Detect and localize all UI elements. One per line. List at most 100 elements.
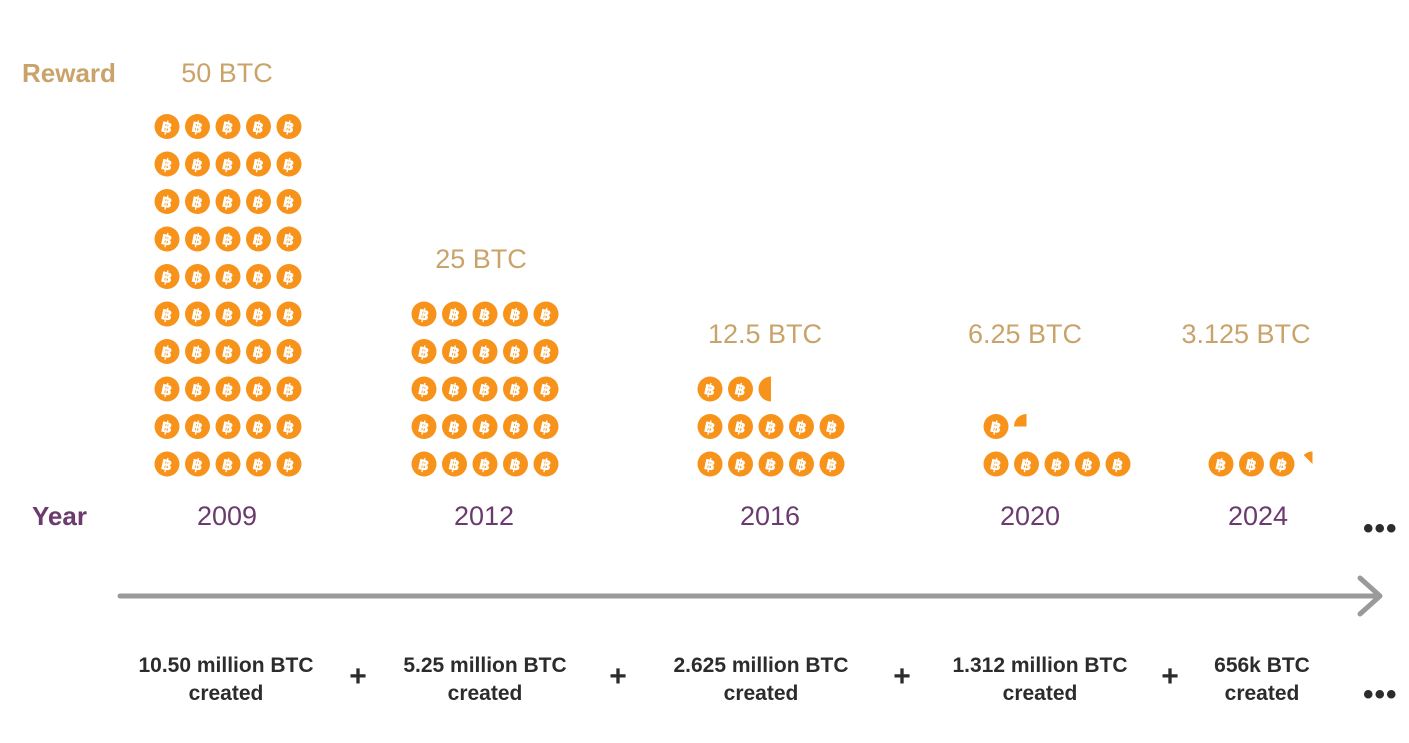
bitcoin-icon-2016-10: ฿ — [697, 376, 723, 402]
svg-text:฿: ฿ — [159, 379, 174, 400]
bitcoin-icon-2009-18: ฿ — [246, 339, 271, 364]
bitcoin-icon-2009-9: ฿ — [276, 414, 302, 439]
svg-text:฿: ฿ — [988, 454, 1003, 475]
bitcoin-icon-2009-43: ฿ — [246, 151, 271, 177]
svg-text:฿: ฿ — [447, 304, 462, 325]
created-ellipsis: ••• — [1363, 678, 1398, 711]
bitcoin-icon-2009-46: ฿ — [185, 114, 210, 139]
bitcoin-icon-2012-13: ฿ — [503, 376, 528, 402]
bitcoin-icon-2016-2: ฿ — [758, 451, 784, 477]
year-2009: 2009 — [196, 501, 258, 531]
svg-text:฿: ฿ — [538, 454, 553, 475]
bitcoin-icon-2009-3: ฿ — [246, 451, 271, 477]
bitcoin-icon-2012-21: ฿ — [442, 301, 467, 327]
svg-text:฿: ฿ — [477, 379, 492, 400]
svg-text:฿: ฿ — [794, 454, 809, 475]
bitcoin-icon-2009-1: ฿ — [185, 451, 210, 477]
bitcoin-icon-2009-23: ฿ — [246, 301, 271, 327]
svg-text:฿: ฿ — [251, 154, 266, 175]
bitcoin-icon-2012-20: ฿ — [411, 301, 437, 327]
bitcoin-icon-2024-0: ฿ — [1208, 451, 1234, 477]
svg-text:฿: ฿ — [702, 379, 717, 400]
svg-text:฿: ฿ — [190, 117, 205, 138]
bitcoin-partial-icon-2020 — [1014, 414, 1027, 427]
svg-text:฿: ฿ — [251, 229, 266, 250]
svg-text:฿: ฿ — [220, 192, 235, 213]
svg-text:฿: ฿ — [824, 454, 839, 475]
year-2012: 2012 — [453, 501, 515, 531]
svg-text:฿: ฿ — [538, 417, 553, 438]
bitcoin-icon-2012-9: ฿ — [533, 414, 559, 439]
svg-text:฿: ฿ — [281, 229, 296, 250]
svg-text:฿: ฿ — [220, 267, 235, 288]
svg-text:฿: ฿ — [508, 379, 523, 400]
svg-text:฿: ฿ — [447, 379, 462, 400]
bitcoin-icon-2016-8: ฿ — [789, 414, 814, 439]
svg-text:฿: ฿ — [702, 417, 717, 438]
svg-text:฿: ฿ — [190, 342, 205, 363]
svg-text:฿: ฿ — [190, 417, 205, 438]
svg-text:฿: ฿ — [159, 229, 174, 250]
svg-text:฿: ฿ — [1110, 454, 1125, 475]
svg-text:฿: ฿ — [702, 454, 717, 475]
bitcoin-icon-2009-35: ฿ — [154, 189, 180, 214]
created-2009: 10.50 million BTC created — [138, 654, 314, 705]
bitcoin-icon-2016-7: ฿ — [758, 414, 784, 439]
bitcoin-icon-2009-22: ฿ — [215, 301, 241, 327]
bitcoin-icon-2009-34: ฿ — [276, 226, 302, 252]
reward-label-2020: 6.25 BTC — [967, 319, 1083, 349]
bitcoin-partial-icon-2016 — [758, 376, 771, 402]
bitcoin-icon-2020-2: ฿ — [1044, 451, 1070, 477]
plus-sign-4: + — [1161, 660, 1179, 693]
svg-text:฿: ฿ — [1274, 454, 1289, 475]
svg-text:฿: ฿ — [733, 454, 748, 475]
bitcoin-icon-2012-8: ฿ — [503, 414, 528, 439]
svg-text:฿: ฿ — [1080, 454, 1095, 475]
bitcoin-icon-2016-5: ฿ — [697, 414, 723, 439]
bitcoin-icon-2009-16: ฿ — [185, 339, 210, 364]
svg-text:฿: ฿ — [220, 417, 235, 438]
reward-row-label: Reward — [22, 58, 116, 88]
bitcoin-icon-2012-0: ฿ — [411, 451, 437, 477]
bitcoin-icon-2009-25: ฿ — [154, 264, 180, 289]
svg-text:฿: ฿ — [159, 304, 174, 325]
svg-text:฿: ฿ — [281, 192, 296, 213]
bitcoin-icon-2009-28: ฿ — [246, 264, 271, 289]
svg-text:฿: ฿ — [733, 379, 748, 400]
bitcoin-icon-2024-1: ฿ — [1239, 451, 1264, 477]
svg-text:฿: ฿ — [159, 154, 174, 175]
bitcoin-icon-2009-45: ฿ — [154, 114, 180, 139]
bitcoin-icon-2009-13: ฿ — [246, 376, 271, 402]
svg-text:฿: ฿ — [251, 342, 266, 363]
svg-text:฿: ฿ — [763, 454, 778, 475]
svg-text:฿: ฿ — [281, 117, 296, 138]
bitcoin-icon-2012-23: ฿ — [503, 301, 528, 327]
svg-text:฿: ฿ — [281, 154, 296, 175]
svg-text:฿: ฿ — [281, 417, 296, 438]
svg-text:฿: ฿ — [508, 304, 523, 325]
bitcoin-icon-2009-33: ฿ — [246, 226, 271, 252]
plus-sign-1: + — [349, 660, 367, 693]
svg-text:฿: ฿ — [538, 304, 553, 325]
bitcoin-icon-2009-30: ฿ — [154, 226, 180, 252]
created-2024: 656k BTC created — [1214, 654, 1310, 705]
svg-text:฿: ฿ — [416, 342, 431, 363]
svg-text:฿: ฿ — [508, 417, 523, 438]
plus-sign-2: + — [609, 660, 627, 693]
bitcoin-icon-2009-29: ฿ — [276, 264, 302, 289]
reward-label-2009: 50 BTC — [181, 58, 273, 88]
svg-text:฿: ฿ — [190, 229, 205, 250]
svg-text:฿: ฿ — [220, 454, 235, 475]
bitcoin-icon-2012-18: ฿ — [503, 339, 528, 364]
svg-text:฿: ฿ — [220, 229, 235, 250]
svg-text:฿: ฿ — [251, 417, 266, 438]
bitcoin-icon-2012-15: ฿ — [411, 339, 437, 364]
svg-text:฿: ฿ — [416, 379, 431, 400]
svg-text:฿: ฿ — [1244, 454, 1259, 475]
svg-text:฿: ฿ — [477, 342, 492, 363]
created-2012: 5.25 million BTC created — [403, 654, 567, 705]
bitcoin-icon-2009-40: ฿ — [154, 151, 180, 177]
bitcoin-icon-2016-11: ฿ — [728, 376, 753, 402]
